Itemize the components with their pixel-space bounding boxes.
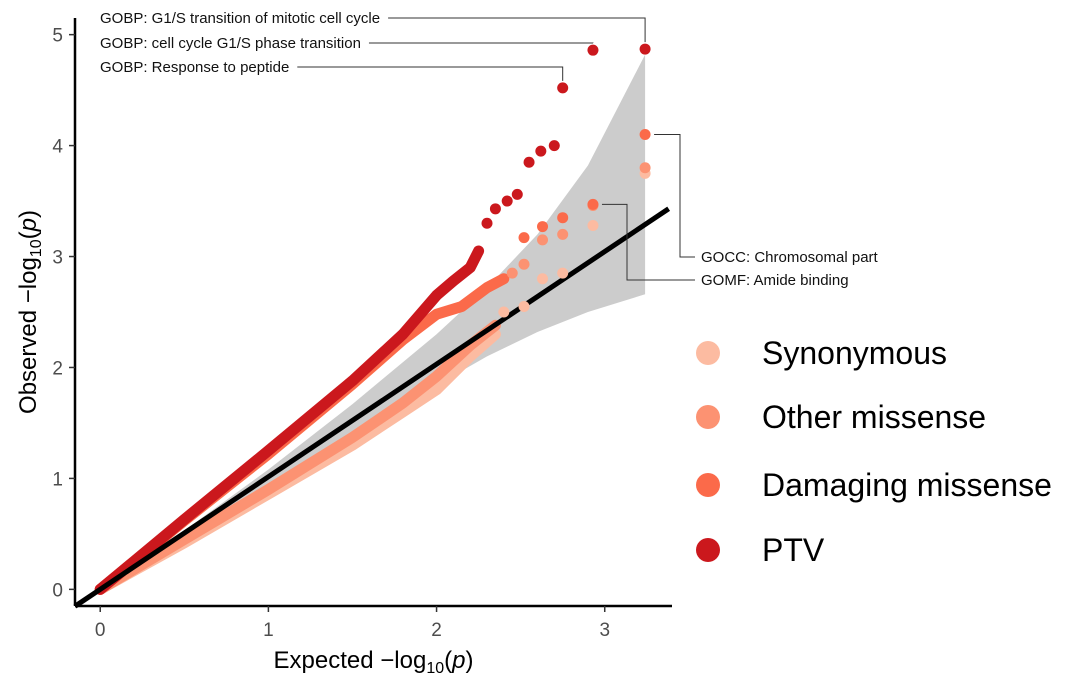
point-layer <box>481 43 651 318</box>
point-damaging-missense <box>537 221 549 233</box>
point-ptv <box>557 82 569 94</box>
annotation-leader <box>388 17 646 43</box>
point-other-missense <box>557 228 569 240</box>
legend-key <box>696 473 720 497</box>
annotation-label: GOBP: Response to peptide <box>100 59 289 76</box>
x-tick-label: 0 <box>95 620 106 641</box>
series-trend-other-missense <box>94 319 501 595</box>
point-damaging-missense <box>639 128 651 140</box>
annotation-leader <box>297 66 564 81</box>
axis-title-part: p <box>15 218 42 232</box>
x-tick-label: 3 <box>599 620 610 641</box>
annotation-leader <box>654 133 695 258</box>
legend-key <box>696 341 720 365</box>
point-ptv <box>587 44 599 56</box>
axis-title-part: ) <box>15 210 42 218</box>
annotation-label: GOMF: Amide binding <box>701 272 849 289</box>
x-axis-title: Expected −log10(p) <box>274 647 474 677</box>
point-synonymous <box>518 300 530 312</box>
point-damaging-missense <box>518 232 530 244</box>
y-tick-label: 2 <box>52 358 63 379</box>
axis-title-part: 10 <box>426 660 444 677</box>
point-damaging-missense <box>557 212 569 224</box>
point-ptv <box>639 43 651 55</box>
y-tick-label: 0 <box>52 580 63 601</box>
trend-layer <box>94 245 510 595</box>
annotation-layer: GOBP: G1/S transition of mitotic cell cy… <box>100 10 879 289</box>
point-synonymous <box>557 267 569 279</box>
point-ptv <box>535 145 547 157</box>
axis-title-part: Observed −log <box>15 257 42 414</box>
axis-title-part: 10 <box>28 239 45 257</box>
annotation-label: GOBP: G1/S transition of mitotic cell cy… <box>100 10 380 27</box>
point-synonymous <box>498 306 510 318</box>
axis-title-part: Expected −log <box>274 647 427 674</box>
reference-line-layer <box>73 206 671 609</box>
annotation-label: GOBP: cell cycle G1/S phase transition <box>100 35 361 52</box>
point-other-missense <box>639 162 651 174</box>
point-ptv <box>511 188 523 200</box>
legend-key <box>696 538 720 562</box>
confidence-band-layer <box>100 54 646 590</box>
legend-label: Damaging missense <box>762 467 1052 503</box>
point-other-missense <box>506 267 518 279</box>
point-ptv <box>481 217 493 229</box>
point-synonymous <box>587 219 599 231</box>
x-tick-label: 2 <box>431 620 442 641</box>
legend-label: Synonymous <box>762 335 947 371</box>
point-other-missense <box>537 234 549 246</box>
x-tick-label: 1 <box>263 620 274 641</box>
point-synonymous <box>537 273 549 285</box>
axis-title-part: ( <box>15 231 42 239</box>
point-ptv <box>523 156 535 168</box>
confidence-band <box>100 54 646 590</box>
axis-title-part: p <box>451 647 465 674</box>
series-trend-ptv <box>94 245 485 595</box>
legend: Synonymous Other missense Damaging missens… <box>696 335 1052 568</box>
reference-line <box>73 206 671 609</box>
y-tick-label: 3 <box>52 248 63 269</box>
legend-label: Other missense <box>762 399 986 435</box>
legend-key <box>696 405 720 429</box>
legend-label: PTV <box>762 532 825 568</box>
point-ptv <box>548 140 560 152</box>
y-tick-label: 1 <box>52 469 63 490</box>
point-other-missense <box>518 258 530 270</box>
annotation-leader <box>601 203 695 281</box>
y-axis-title: Observed −log10(p) <box>15 210 45 414</box>
axis-title-part: ( <box>444 647 452 674</box>
y-tick-label: 5 <box>52 26 63 47</box>
point-damaging-missense <box>587 198 599 210</box>
annotation-label: GOCC: Chromosomal part <box>701 249 879 266</box>
point-ptv <box>489 203 501 215</box>
axis-title-part: ) <box>465 647 473 674</box>
y-tick-label: 4 <box>52 137 63 158</box>
point-ptv <box>501 195 513 207</box>
